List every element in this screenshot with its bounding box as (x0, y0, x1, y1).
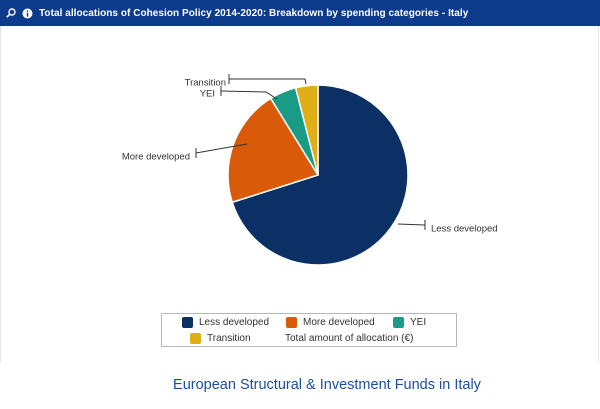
search-icon[interactable] (6, 8, 16, 18)
legend-swatch-transition (190, 333, 201, 344)
legend-item-transition[interactable]: Transition (190, 333, 251, 344)
connector-more-developed (195, 143, 248, 154)
chart-panel-border (0, 26, 599, 362)
chart-legend: Less developed More developed YEI Transi… (161, 313, 457, 347)
pie-slice-transition[interactable] (294, 84, 319, 176)
pie-chart: Less developed More developed YEITransitio… (122, 74, 498, 266)
connector-yei (220, 90, 278, 100)
data-label-less-developed: Less developed (431, 224, 498, 235)
pie-slice-less-developed[interactable] (231, 84, 409, 266)
data-label-yei: YEI (200, 89, 215, 100)
pie-slice-more-developed[interactable] (227, 97, 320, 204)
chart-header-bar: Total allocations of Cohesion Policy 201… (0, 0, 600, 26)
legend-item-more-developed[interactable]: More developed (286, 317, 375, 328)
legend-label: Transition (207, 333, 251, 344)
chart-title: Total allocations of Cohesion Policy 201… (39, 7, 469, 19)
legend-item-yei[interactable]: YEI (393, 317, 426, 328)
data-label-more-developed: More developed (122, 152, 190, 163)
legend-item-less-developed[interactable]: Less developed (182, 317, 269, 328)
legend-swatch-yei (393, 317, 404, 328)
legend-swatch-less-developed (182, 317, 193, 328)
connector-less-developed (397, 223, 426, 226)
legend-label: YEI (410, 317, 427, 328)
legend-label: Less developed (199, 317, 270, 328)
info-icon[interactable] (22, 8, 33, 19)
legend-label: More developed (303, 317, 375, 328)
legend-note: Total amount of allocation (€) (285, 333, 414, 344)
page-footer-title: European Structural & Investment Funds i… (173, 377, 481, 393)
connector-transition (229, 78, 307, 85)
legend-swatch-more-developed (286, 317, 297, 328)
data-label-transition: Transition (185, 78, 226, 89)
